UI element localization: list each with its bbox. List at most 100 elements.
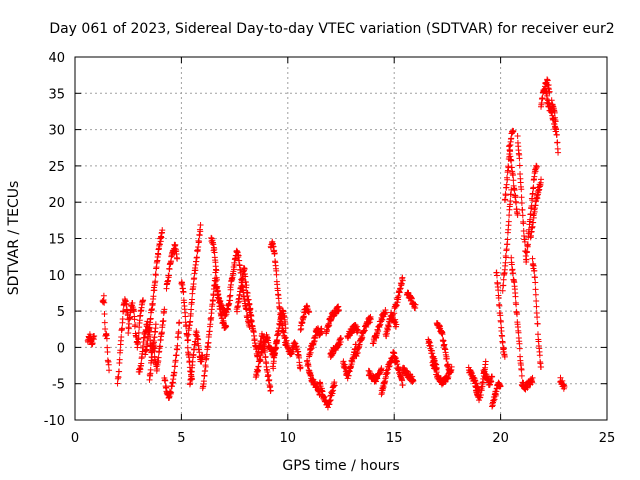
data-point bbox=[223, 323, 230, 330]
data-point bbox=[244, 290, 251, 297]
data-point bbox=[159, 227, 166, 234]
data-point bbox=[148, 305, 155, 312]
data-point bbox=[480, 367, 487, 374]
data-point bbox=[489, 373, 496, 380]
data-point bbox=[553, 126, 560, 133]
data-point bbox=[535, 189, 542, 196]
data-point bbox=[393, 302, 400, 309]
data-point bbox=[502, 259, 509, 266]
x-tick-label: 20 bbox=[492, 431, 509, 446]
data-point bbox=[326, 322, 333, 329]
data-point bbox=[521, 238, 528, 245]
data-point bbox=[382, 309, 389, 316]
data-point bbox=[187, 318, 194, 325]
data-point bbox=[514, 211, 521, 218]
y-tick-label: 40 bbox=[48, 51, 65, 66]
data-point bbox=[247, 311, 254, 318]
data-point bbox=[544, 92, 551, 99]
x-tick-label: 10 bbox=[280, 431, 297, 446]
data-point bbox=[524, 248, 531, 255]
data-point bbox=[527, 216, 534, 223]
data-point bbox=[173, 352, 180, 359]
data-point bbox=[135, 329, 142, 336]
data-point bbox=[104, 348, 111, 355]
y-tick-label: 30 bbox=[48, 124, 65, 139]
data-point bbox=[534, 314, 541, 321]
data-point bbox=[497, 312, 504, 319]
data-point bbox=[511, 187, 518, 194]
data-point bbox=[554, 139, 561, 146]
data-point bbox=[536, 352, 543, 359]
data-point bbox=[385, 323, 392, 330]
data-point bbox=[330, 350, 337, 357]
data-point bbox=[210, 241, 217, 248]
y-tick-label: 15 bbox=[48, 233, 65, 248]
data-point bbox=[518, 372, 525, 379]
data-point bbox=[520, 220, 527, 227]
data-point bbox=[500, 345, 507, 352]
data-point bbox=[514, 311, 521, 318]
data-point bbox=[202, 367, 209, 374]
data-point bbox=[213, 267, 220, 274]
grid bbox=[75, 57, 607, 420]
data-point bbox=[102, 326, 109, 333]
data-point bbox=[175, 328, 182, 335]
data-point bbox=[101, 319, 108, 326]
data-point bbox=[497, 383, 504, 390]
data-point bbox=[391, 310, 398, 317]
data-point bbox=[518, 194, 525, 201]
data-point bbox=[188, 306, 195, 313]
data-point bbox=[538, 363, 545, 370]
data-point bbox=[262, 353, 269, 360]
data-point bbox=[196, 238, 203, 245]
data-point bbox=[186, 358, 193, 365]
data-point bbox=[203, 351, 210, 358]
data-point bbox=[143, 346, 150, 353]
data-point bbox=[118, 333, 125, 340]
data-point bbox=[531, 267, 538, 274]
data-point bbox=[519, 206, 526, 213]
data-point bbox=[115, 374, 122, 381]
data-point bbox=[185, 337, 192, 344]
data-point bbox=[518, 366, 525, 373]
data-point bbox=[197, 228, 204, 235]
data-point bbox=[131, 316, 138, 323]
data-point bbox=[510, 171, 517, 178]
data-point bbox=[397, 285, 404, 292]
data-point bbox=[504, 236, 511, 243]
data-point bbox=[298, 325, 305, 332]
data-point bbox=[174, 342, 181, 349]
data-point bbox=[499, 333, 506, 340]
data-point bbox=[523, 256, 530, 263]
data-point bbox=[384, 369, 391, 376]
data-point bbox=[116, 356, 123, 363]
y-tick-label: 5 bbox=[57, 305, 65, 320]
data-point bbox=[478, 387, 485, 394]
data-point bbox=[512, 193, 519, 200]
data-point bbox=[156, 241, 163, 248]
data-point bbox=[378, 365, 385, 372]
data-point bbox=[516, 345, 523, 352]
data-point bbox=[532, 279, 539, 286]
data-point bbox=[171, 369, 178, 376]
data-point bbox=[367, 316, 374, 323]
data-point bbox=[515, 329, 522, 336]
y-axis-title: SDTVAR / TECUs bbox=[6, 181, 22, 296]
data-point bbox=[539, 95, 546, 102]
data-point bbox=[448, 363, 455, 370]
data-point bbox=[195, 243, 202, 250]
data-point bbox=[200, 378, 207, 385]
data-point bbox=[482, 358, 489, 365]
data-point bbox=[516, 155, 523, 162]
data-point bbox=[508, 261, 515, 268]
data-point bbox=[248, 317, 255, 324]
data-point bbox=[195, 336, 202, 343]
data-point bbox=[106, 367, 113, 374]
data-point bbox=[91, 332, 98, 339]
data-point bbox=[210, 298, 217, 305]
data-point bbox=[189, 296, 196, 303]
data-point bbox=[282, 325, 289, 332]
data-point bbox=[105, 361, 112, 368]
